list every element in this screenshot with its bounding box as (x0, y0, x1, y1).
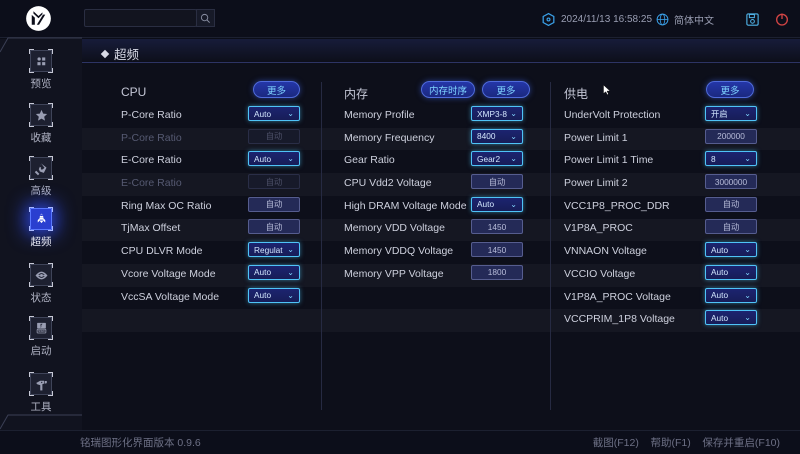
svg-text:SSD: SSD (38, 329, 45, 333)
